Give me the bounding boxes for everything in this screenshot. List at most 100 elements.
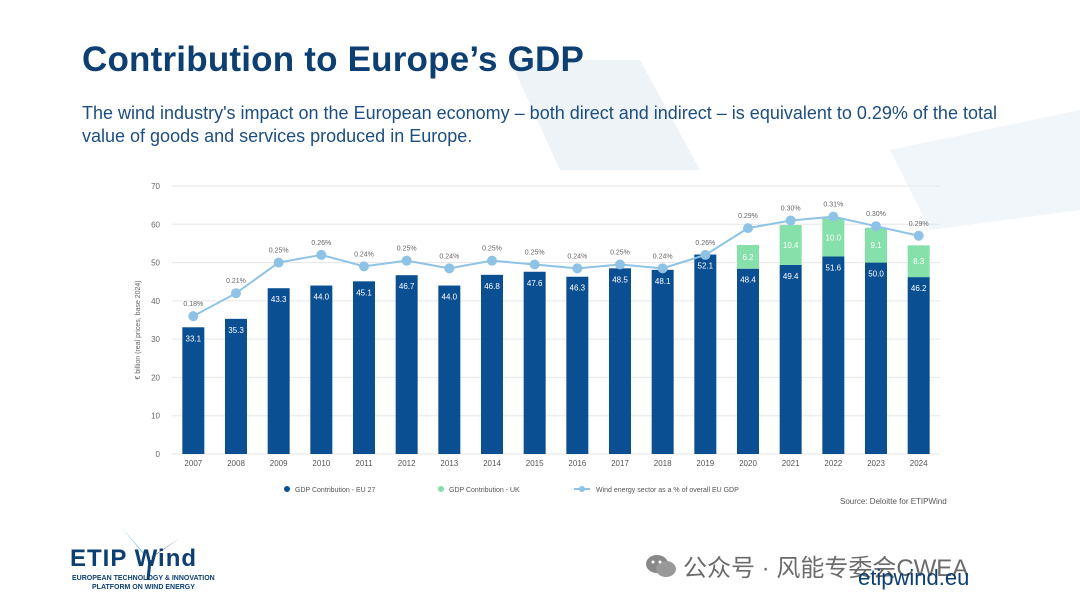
bar-eu27-label: 49.4 xyxy=(783,272,799,281)
line-point-label: 0.25% xyxy=(397,246,417,253)
logo-text: ETIP Wind xyxy=(70,545,198,572)
line-point-label: 0.25% xyxy=(482,246,502,253)
x-tick-label: 2016 xyxy=(568,459,586,468)
bar-eu27-label: 44.0 xyxy=(442,293,458,302)
line-series xyxy=(192,215,919,318)
x-tick-label: 2019 xyxy=(696,459,714,468)
y-tick-label: 0 xyxy=(156,450,161,459)
bar-eu27 xyxy=(694,254,717,454)
x-tick-label: 2011 xyxy=(355,459,373,468)
legend-line-label: Wind energy sector as a % of overall EU … xyxy=(596,487,739,494)
bar-uk xyxy=(822,218,845,257)
bar-uk xyxy=(907,245,930,278)
line-point xyxy=(359,261,369,272)
line-point xyxy=(913,230,924,241)
background-shape-2 xyxy=(890,110,1080,230)
bar-uk-label: 10.4 xyxy=(783,241,799,250)
bar-eu27-label: 52.1 xyxy=(698,262,714,271)
bar-eu27 xyxy=(865,262,887,454)
x-tick-label: 2013 xyxy=(440,459,458,468)
x-tick-label: 2023 xyxy=(867,459,885,468)
bar-eu27-label: 45.1 xyxy=(356,288,372,297)
website-link[interactable]: etipwind.eu xyxy=(858,565,970,590)
bar-eu27-label: 48.5 xyxy=(612,275,628,284)
etip-wind-logo-icon xyxy=(122,528,180,581)
y-tick-label: 70 xyxy=(151,182,160,191)
line-point-label: 0.29% xyxy=(909,221,929,228)
y-axis-label: € billion (real prices, base 2024) xyxy=(135,280,142,379)
line-point xyxy=(444,263,455,274)
line-point-label: 0.30% xyxy=(781,205,801,212)
bar-eu27 xyxy=(651,269,674,454)
bar-eu27 xyxy=(779,264,802,454)
x-tick-label: 2012 xyxy=(398,459,416,468)
legend-uk-label: GDP Contribution - UK xyxy=(449,487,520,494)
x-tick-label: 2018 xyxy=(654,459,672,468)
x-tick-label: 2024 xyxy=(910,459,928,468)
bar-eu27-label: 33.1 xyxy=(186,334,202,343)
line-point-label: 0.25% xyxy=(525,249,545,256)
bar-eu27-label: 46.7 xyxy=(399,282,415,291)
bar-eu27-label: 50.0 xyxy=(868,270,884,279)
line-point-label: 0.31% xyxy=(823,202,843,209)
bar-eu27-label: 46.2 xyxy=(911,284,927,293)
y-tick-label: 60 xyxy=(151,220,160,229)
bar-eu27 xyxy=(737,268,759,454)
legend-eu27-marker xyxy=(284,486,290,492)
line-point xyxy=(657,263,668,274)
y-tick-label: 30 xyxy=(151,335,160,344)
line-point xyxy=(487,255,497,266)
bar-eu27-label: 48.4 xyxy=(740,276,756,285)
legend-line-dot xyxy=(579,486,585,492)
x-tick-label: 2007 xyxy=(184,459,202,468)
bar-uk-label: 6.2 xyxy=(742,253,754,262)
bar-uk-label: 10.0 xyxy=(826,233,842,242)
line-point xyxy=(700,249,711,260)
legend-eu27-label: GDP Contribution - EU 27 xyxy=(295,487,376,494)
y-tick-label: 20 xyxy=(151,373,160,382)
bar-eu27 xyxy=(310,285,333,454)
watermark: 公众号 · 风能专委会CWEA xyxy=(645,548,968,583)
legend-uk-marker xyxy=(438,486,444,492)
gdp-chart: 0 10 20 30 40 50 60 70 € billion (real prices, b… xyxy=(135,182,940,494)
bar-eu27 xyxy=(182,327,205,454)
bar-eu27-label: 47.6 xyxy=(527,279,543,288)
wechat-icon xyxy=(646,554,676,577)
line-point-label: 0.24% xyxy=(439,253,459,260)
bar-eu27-label: 46.3 xyxy=(570,284,586,293)
line-point-label: 0.30% xyxy=(866,211,886,218)
line-point-label: 0.24% xyxy=(567,253,587,260)
line-point-label: 0.26% xyxy=(695,240,715,247)
line-point xyxy=(871,221,881,232)
page-title: Contribution to Europe’s GDP xyxy=(82,40,585,79)
x-tick-label: 2010 xyxy=(312,459,330,468)
line-point xyxy=(615,259,625,270)
x-tick-label: 2022 xyxy=(824,459,842,468)
bar-eu27-label: 35.3 xyxy=(228,326,244,335)
line-point xyxy=(529,259,540,270)
y-tick-label: 50 xyxy=(151,259,160,268)
line-point-label: 0.21% xyxy=(226,278,246,285)
bar-eu27 xyxy=(395,275,418,454)
bar-uk xyxy=(737,244,759,269)
bar-uk xyxy=(779,225,802,265)
watermark-text: 公众号 · 风能专委会CWEA xyxy=(683,555,969,582)
x-tick-label: 2009 xyxy=(270,459,288,468)
x-tick-label: 2021 xyxy=(782,459,800,468)
bar-eu27 xyxy=(523,271,546,454)
bar-eu27 xyxy=(822,256,845,454)
line-point-label: 0.25% xyxy=(269,248,289,255)
bar-eu27 xyxy=(353,281,375,454)
line-point-label: 0.24% xyxy=(653,253,673,260)
line-point xyxy=(743,223,753,234)
x-tick-label: 2014 xyxy=(483,459,501,468)
bar-eu27-label: 48.1 xyxy=(655,277,671,286)
x-tick-label: 2020 xyxy=(739,459,757,468)
background-shape-1 xyxy=(510,60,700,170)
bar-eu27 xyxy=(566,276,589,454)
line-point xyxy=(572,263,583,274)
bar-uk-label: 9.1 xyxy=(870,241,882,250)
line-point-label: 0.18% xyxy=(183,301,203,308)
x-tick-label: 2017 xyxy=(611,459,629,468)
